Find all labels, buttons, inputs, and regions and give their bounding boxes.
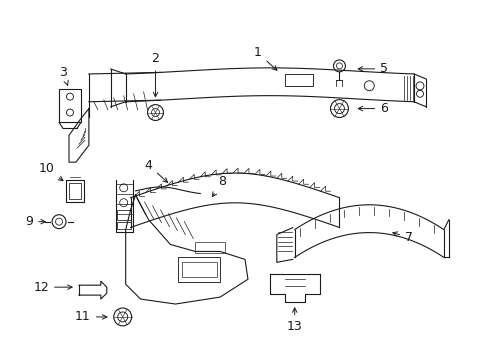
Bar: [59, 89, 81, 122]
Bar: [117, 210, 131, 220]
Text: 1: 1: [254, 46, 277, 70]
Bar: [178, 257, 220, 282]
Bar: [117, 221, 131, 229]
Text: 7: 7: [393, 231, 413, 244]
Bar: [196, 242, 225, 253]
Text: 6: 6: [358, 102, 388, 115]
Text: 11: 11: [75, 310, 107, 323]
Text: 2: 2: [151, 53, 159, 97]
Text: 8: 8: [212, 175, 226, 197]
Bar: [285, 74, 313, 86]
Bar: [66, 180, 84, 202]
Text: 4: 4: [145, 159, 168, 183]
Text: 13: 13: [287, 308, 303, 333]
Bar: [69, 183, 81, 199]
Text: 10: 10: [38, 162, 63, 181]
Text: 12: 12: [33, 281, 72, 294]
Bar: [182, 262, 217, 277]
Text: 5: 5: [358, 62, 388, 75]
Text: 9: 9: [25, 215, 45, 228]
Text: 3: 3: [59, 66, 68, 85]
